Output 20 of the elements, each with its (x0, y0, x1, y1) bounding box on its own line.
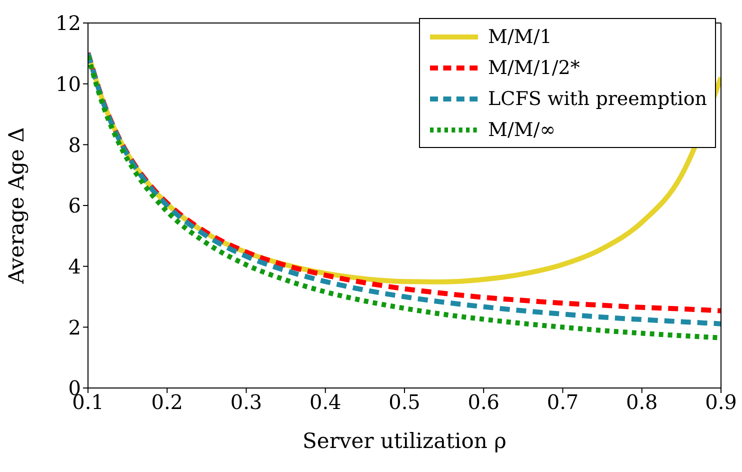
x-tick-label: 0.3 (230, 390, 262, 414)
x-tick-label: 0.6 (468, 390, 500, 414)
y-axis-title: Average Age Δ (4, 127, 28, 285)
y-tick-label: 4 (68, 254, 81, 278)
legend-label: LCFS with preemption (488, 88, 707, 110)
x-tick-label: 0.7 (546, 390, 579, 414)
y-tick-label: 10 (56, 72, 81, 96)
y-tick-label: 12 (56, 11, 81, 36)
x-tick-label: 0.2 (151, 390, 184, 414)
legend-label: M/M/∞ (488, 118, 556, 140)
y-tick-label: 6 (68, 194, 81, 218)
x-tick-label: 0.4 (309, 390, 342, 414)
x-tick-label: 0.8 (626, 390, 658, 414)
x-tick-label: 0.9 (705, 390, 737, 414)
x-tick-label: 0.5 (388, 390, 420, 414)
legend-label: M/M/1/2* (488, 56, 580, 78)
y-tick-label: 8 (68, 132, 81, 157)
x-axis-title: Server utilization ρ (302, 429, 506, 453)
legend-label: M/M/1 (488, 26, 552, 48)
y-tick-label: 2 (68, 315, 81, 340)
